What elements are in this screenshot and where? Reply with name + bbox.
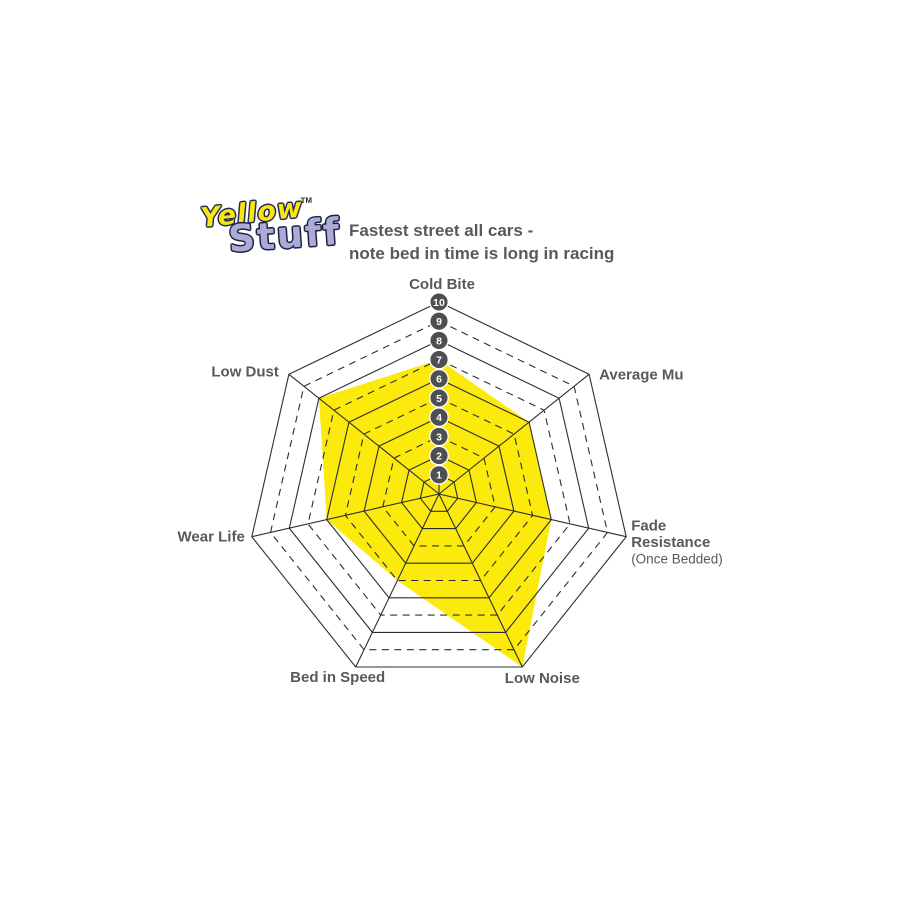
grid-ring-10	[251, 301, 627, 668]
axis-label-cold-bite: Cold Bite	[409, 276, 475, 293]
tick-label-5: 5	[436, 393, 442, 405]
tick-badge-10	[429, 292, 449, 312]
tick-badge-2	[429, 445, 449, 466]
axis-label-bed-in-speed: Bed in Speed	[290, 669, 385, 686]
axis-label-wear-life: Wear Life	[178, 529, 245, 546]
caption-line-2: note bed in time is long in racing	[349, 244, 615, 263]
axis-label-low-noise: Low Noise	[505, 670, 580, 687]
tick-badge-4	[429, 407, 449, 428]
axis-label-average-mu: Average Mu	[599, 366, 683, 383]
grid-ring-3	[382, 435, 496, 547]
axis-spoke-wear-life	[251, 493, 440, 538]
tick-label-2: 2	[436, 451, 442, 463]
grid-ring-4	[363, 416, 515, 564]
grid-ring-8	[288, 339, 590, 633]
tick-badge-9	[429, 311, 449, 332]
axis-label-fade-resistance-line2: Resistance	[631, 534, 710, 551]
caption-line-1: Fastest street all cars -	[349, 221, 534, 240]
tick-label-9: 9	[436, 316, 442, 328]
axis-spoke-low-dust	[288, 373, 440, 495]
tick-label-10: 10	[433, 297, 445, 309]
axis-label-low-dust: Low Dust	[211, 363, 279, 380]
axis-spoke-fade-resistance	[438, 493, 627, 538]
tick-label-1: 1	[436, 470, 442, 482]
grid-ring-6	[326, 378, 552, 599]
tick-badge-7	[429, 349, 449, 370]
tick-label-3: 3	[436, 431, 442, 443]
tick-label-7: 7	[436, 355, 442, 367]
axis-spoke-average-mu	[438, 373, 590, 495]
tick-label-4: 4	[436, 412, 442, 424]
tick-badge-8	[429, 330, 449, 351]
tick-label-8: 8	[436, 335, 442, 347]
axis-sublabel-fade-resistance: (Once Bedded)	[631, 552, 723, 567]
tick-badge-5	[429, 388, 449, 408]
axis-spoke-low-noise	[438, 493, 523, 668]
grid-ring-7	[307, 358, 571, 616]
axis-spoke-bed-in-speed	[355, 493, 440, 668]
grid-ring-1	[419, 474, 459, 512]
axis-label-fade-resistance-line1: Fade	[631, 518, 666, 535]
tick-label-6: 6	[436, 374, 442, 386]
data-polygon	[318, 359, 552, 667]
tick-badge-1	[429, 464, 449, 485]
tick-badge-6	[429, 368, 449, 389]
grid-ring-5	[344, 397, 534, 582]
grid-ring-2	[401, 454, 477, 530]
chart-caption: Fastest street all cars - note bed in ti…	[349, 219, 614, 265]
tick-badge-3	[429, 426, 449, 447]
